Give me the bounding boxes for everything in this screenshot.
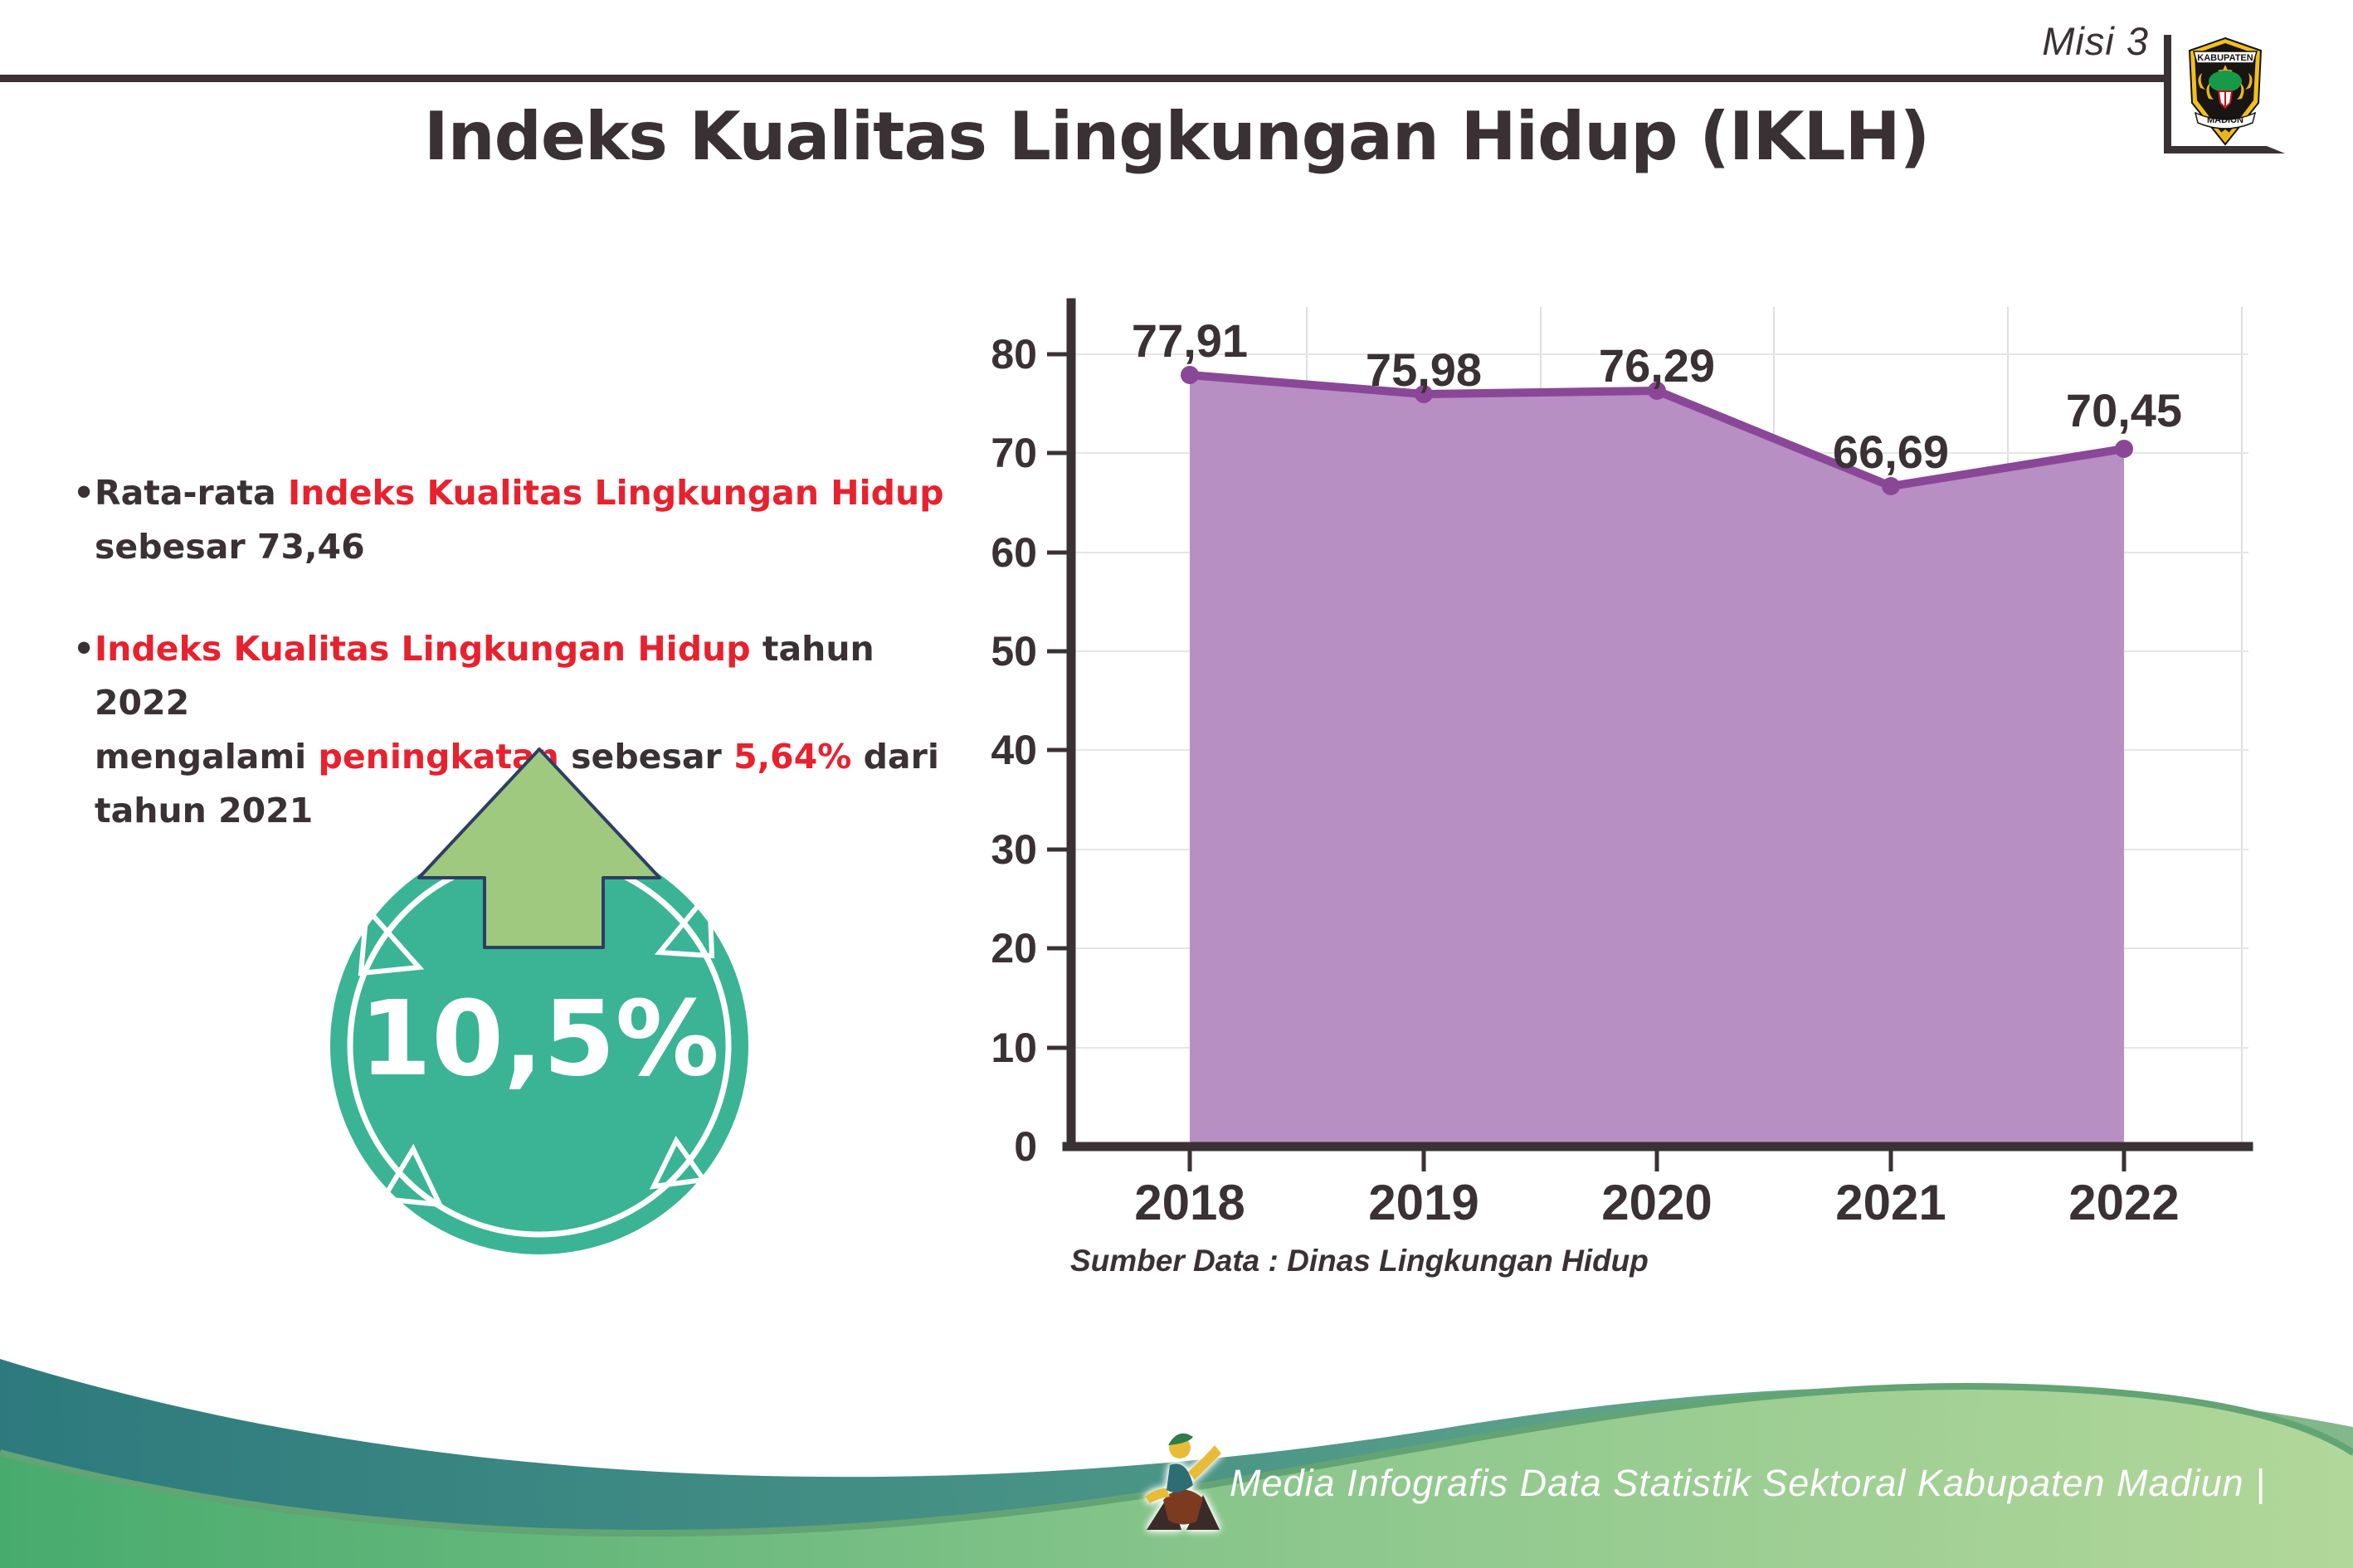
mission-label: Misi 3 <box>2042 19 2149 63</box>
bullet2-line3: tahun 2021 <box>95 791 314 830</box>
y-tick-label: 10 <box>991 1025 1037 1071</box>
marker-2022 <box>2115 440 2133 458</box>
bullet-dot: • <box>73 629 95 669</box>
logo-top-banner-text: KABUPATEN <box>2197 53 2253 63</box>
chart-area-fill <box>1190 375 2124 1142</box>
bullet-dot: • <box>73 473 95 513</box>
marker-2018 <box>1181 366 1199 384</box>
footer-green-wave-rim <box>0 1383 2353 1536</box>
header-rule <box>0 75 2167 82</box>
dancer-mascot-icon <box>1145 1433 1221 1530</box>
badge-spark-lower-right <box>649 1136 709 1190</box>
page-title: Indeks Kualitas Lingkungan Hidup (IKLH) <box>423 98 1930 175</box>
y-axis-labels: 80 70 60 50 40 30 20 10 0 <box>991 331 1037 1170</box>
footer-credit: Media Infografis Data Statistik Sektoral… <box>1230 1462 2266 1504</box>
data-label-2020: 76,29 <box>1599 339 1715 392</box>
x-axis-labels: 2018 2019 2020 2021 2022 <box>1134 1175 2179 1230</box>
y-tick-label: 70 <box>991 430 1037 476</box>
marker-2020 <box>1648 382 1666 400</box>
y-tick-label: 20 <box>991 925 1037 971</box>
logo-bottom-diamond <box>2219 129 2232 141</box>
badge-spark-lower-left <box>379 1143 445 1208</box>
mascot-arm-left <box>1145 1488 1170 1503</box>
summary-bullets: • Rata-rata Indeks Kualitas Lingkungan Hi… <box>73 466 969 886</box>
badge-circle <box>330 836 748 1254</box>
header-corner-vertical-rule <box>2164 35 2171 153</box>
bullet-increase-2022: • Indeks Kualitas Lingkungan Hidup tahun … <box>73 622 969 838</box>
bullet2-lead2: mengalami <box>95 737 319 777</box>
logo-bottom-banner-text: MADIUN <box>2207 115 2243 125</box>
x-tick-label: 2020 <box>1601 1175 1712 1230</box>
bullet1-line2: sebesar 73,46 <box>95 527 365 567</box>
data-label-2022: 70,45 <box>2066 384 2182 436</box>
up-arrow-icon <box>417 747 661 949</box>
bullet2-mid2: sebesar <box>558 737 734 777</box>
logo-wing-right2 <box>2237 83 2244 100</box>
y-tick-label: 80 <box>991 331 1037 377</box>
mascot-cap <box>1168 1433 1193 1445</box>
logo-bottom-banner <box>2194 111 2257 129</box>
badge-spark-upper-left <box>358 902 425 976</box>
x-tick-label: 2018 <box>1134 1175 1245 1230</box>
marker-2021 <box>1882 477 1900 495</box>
x-tick-label: 2021 <box>1835 1175 1946 1230</box>
bullet2-highlight1: Indeks Kualitas Lingkungan Hidup <box>95 629 751 669</box>
chart-markers <box>1181 366 2133 495</box>
data-labels: 77,91 75,98 76,29 66,69 70,45 <box>1132 314 2182 478</box>
kabupaten-madiun-logo: KABUPATEN MADIUN <box>2188 37 2263 146</box>
x-tick-label: 2019 <box>1368 1175 1479 1230</box>
data-label-2019: 75,98 <box>1366 343 1482 396</box>
iklh-area-chart: 80 70 60 50 40 30 20 10 0 2018 2019 2020… <box>991 298 2253 1278</box>
footer-green-wave <box>0 1389 2353 1568</box>
y-axis-ticks <box>1047 352 1069 1050</box>
logo-wing-left2 <box>2206 83 2214 100</box>
y-tick-label: 60 <box>991 529 1037 576</box>
logo-wing-right <box>2245 73 2253 90</box>
badge-value: 10,5% <box>359 979 719 1099</box>
x-tick-label: 2022 <box>2068 1175 2179 1230</box>
logo-center-stripe <box>2224 91 2226 106</box>
bullet1-lead: Rata-rata <box>95 473 288 513</box>
badge-spark-upper-right <box>654 885 715 959</box>
data-label-2018: 77,91 <box>1132 314 1248 367</box>
y-tick-label: 0 <box>1014 1123 1037 1170</box>
y-tick-label: 30 <box>991 826 1037 873</box>
footer-waves <box>0 1359 2353 1568</box>
mascot-arm-right <box>1188 1445 1221 1480</box>
logo-wing-left <box>2198 73 2205 90</box>
y-tick-label: 40 <box>991 727 1037 773</box>
logo-tree <box>2209 71 2242 92</box>
bullet-average-iklh: • Rata-rata Indeks Kualitas Lingkungan Hi… <box>73 466 969 574</box>
marker-2019 <box>1415 385 1433 403</box>
chart-source: Sumber Data : Dinas Lingkungan Hidup <box>1070 1244 1649 1278</box>
y-tick-label: 50 <box>991 628 1037 674</box>
bullet1-highlight: Indeks Kualitas Lingkungan Hidup <box>287 473 944 513</box>
mascot-sarong <box>1163 1489 1203 1525</box>
bullet2-tail2: dari <box>851 737 939 777</box>
mascot-torso <box>1167 1463 1193 1493</box>
x-axis-ticks <box>1187 1151 2126 1171</box>
bullet2-highlight3: 5,64% <box>733 737 852 777</box>
bullet2-tail1: tahun 2022 <box>95 629 874 723</box>
increase-badge: 10,5% <box>330 747 748 1254</box>
header-corner-bottom-rule <box>2164 146 2285 153</box>
logo-top-banner <box>2193 51 2258 64</box>
data-label-2021: 66,69 <box>1833 426 1949 478</box>
